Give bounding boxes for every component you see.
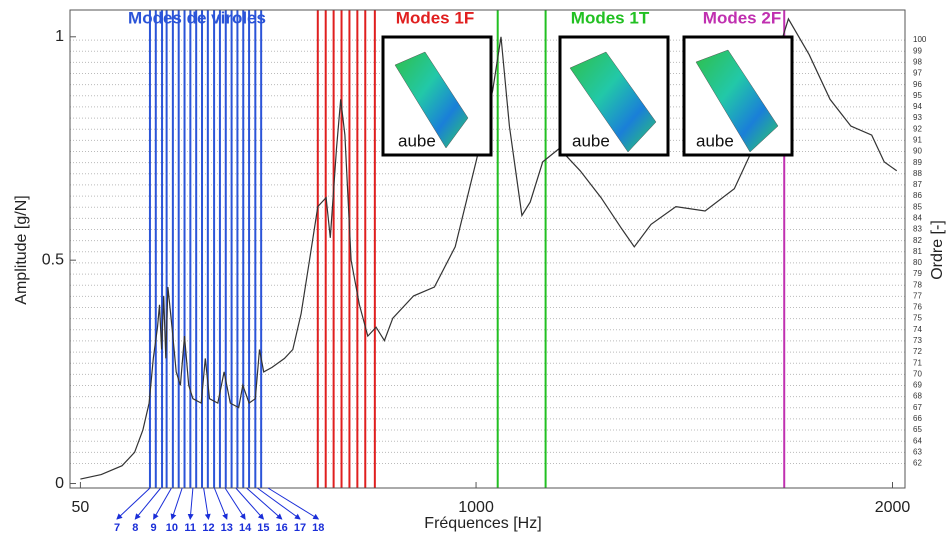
y2-tick-label: 69 [913, 381, 922, 390]
mode-number: 13 [221, 522, 233, 534]
inset-label: aube [572, 131, 610, 150]
y2-tick-label: 88 [913, 169, 922, 178]
y2-tick-label: 82 [913, 236, 922, 245]
mode-number-arrow [117, 488, 150, 519]
y2-tick-label: 71 [913, 358, 922, 367]
mode-number: 9 [151, 522, 157, 534]
mode-number-arrow [190, 488, 193, 519]
x-tick-label: 2000 [875, 499, 911, 516]
mode-number: 11 [184, 522, 196, 534]
y2-tick-label: 90 [913, 147, 922, 156]
y2-tick-label: 68 [913, 392, 922, 401]
y2-tick-label: 77 [913, 291, 922, 300]
y2-tick-label: 98 [913, 57, 922, 66]
y2-tick-label: 62 [913, 459, 922, 468]
mode-number: 18 [312, 522, 324, 534]
y2-tick-label: 91 [913, 135, 922, 144]
inset-label: aube [696, 131, 734, 150]
mode-number-arrow [172, 488, 182, 519]
y2-tick-label: 74 [913, 325, 922, 334]
y2-tick-label: 89 [913, 158, 922, 167]
mode-number-arrow [225, 488, 245, 519]
mode-number: 15 [257, 522, 269, 534]
y2-tick-label: 85 [913, 202, 922, 211]
mode-number-arrow [236, 488, 264, 519]
y2-tick-label: 78 [913, 280, 922, 289]
mode-group-title: Modes 1T [571, 8, 650, 27]
y2-tick-label: 93 [913, 113, 922, 122]
mode-number: 12 [202, 522, 214, 534]
y2-tick-label: 100 [913, 35, 927, 44]
y2-tick-label: 65 [913, 425, 922, 434]
y2-tick-label: 79 [913, 269, 922, 278]
y2-tick-label: 95 [913, 91, 922, 100]
y2-tick-label: 75 [913, 314, 922, 323]
x-axis-label: Fréquences [Hz] [424, 515, 541, 532]
mode-group-title: Modes 2F [703, 8, 781, 27]
mode-number-arrow [135, 488, 160, 519]
y2-tick-label: 70 [913, 369, 922, 378]
y2-tick-label: 72 [913, 347, 922, 356]
y2-tick-label: 73 [913, 336, 922, 345]
y2-tick-label: 94 [913, 102, 922, 111]
y2-tick-label: 86 [913, 191, 922, 200]
y2-tick-label: 63 [913, 447, 922, 456]
y2-tick-label: 99 [913, 46, 922, 55]
y-tick-label: 0.5 [42, 251, 64, 268]
y2-tick-label: 84 [913, 213, 922, 222]
y2-tick-label: 97 [913, 69, 922, 78]
y-axis-label: Amplitude [g/N] [13, 195, 30, 304]
y-tick-label: 1 [55, 28, 64, 45]
y2-tick-label: 67 [913, 403, 922, 412]
mode-number: 17 [294, 522, 306, 534]
inset-label: aube [398, 131, 436, 150]
mode-number-arrow [214, 488, 226, 519]
x-tick-label: 1000 [458, 499, 494, 516]
mode-number-arrow [204, 488, 209, 519]
y2-tick-label: 87 [913, 180, 922, 189]
mode-number: 8 [132, 522, 138, 534]
y2-tick-label: 76 [913, 303, 922, 312]
y2-tick-label: 64 [913, 436, 922, 445]
mode-group-title: Modes de viroles [128, 8, 266, 27]
chart: 6263646566676869707172737475767778798081… [0, 0, 952, 535]
mode-number: 7 [114, 522, 120, 534]
y2-tick-label: 96 [913, 80, 922, 89]
y2-tick-label: 92 [913, 124, 922, 133]
mode-number: 10 [166, 522, 178, 534]
y2-tick-label: 80 [913, 258, 922, 267]
y2-axis-label: Ordre [-] [929, 220, 946, 280]
y-tick-label: 0 [55, 475, 64, 492]
y2-tick-label: 66 [913, 414, 922, 423]
y2-tick-label: 81 [913, 247, 922, 256]
x-tick-label: 50 [72, 499, 90, 516]
mode-number: 16 [276, 522, 288, 534]
mode-group-title: Modes 1F [396, 8, 474, 27]
y2-tick-label: 83 [913, 225, 922, 234]
mode-number: 14 [239, 522, 252, 534]
